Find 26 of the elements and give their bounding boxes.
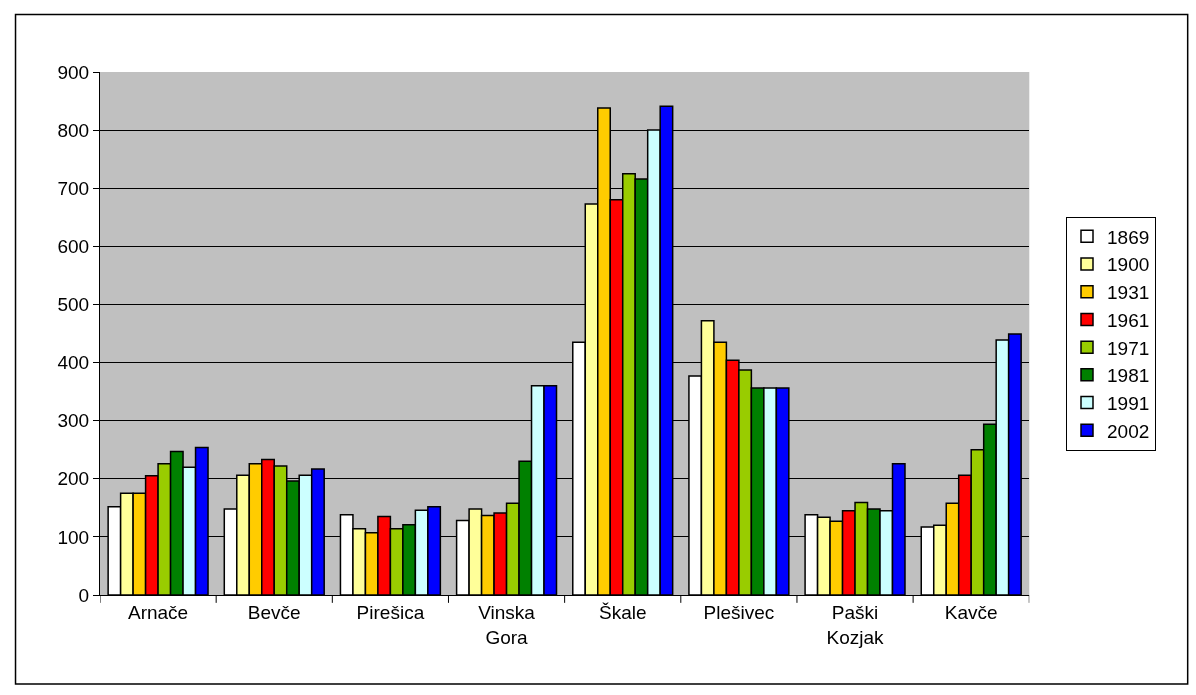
legend-label: 1900 (1107, 254, 1150, 276)
legend-label: 1931 (1107, 282, 1150, 304)
legend-label: 1991 (1107, 392, 1150, 414)
x-tick-label: Škale (598, 601, 647, 623)
legend-label: 1981 (1107, 365, 1150, 387)
legend-label: 1869 (1107, 226, 1150, 248)
y-tick-label: 0 (78, 584, 90, 606)
y-tick-label: 900 (57, 61, 90, 83)
x-tick-label: Plešivec (703, 601, 775, 623)
x-tick-label: Arnače (127, 601, 189, 623)
y-tick-label: 600 (57, 235, 90, 257)
y-tick-label: 200 (57, 468, 90, 490)
legend-label: 1961 (1107, 309, 1150, 331)
legend-label: 2002 (1107, 420, 1150, 442)
x-tick-label: Kavče (944, 601, 998, 623)
legend-label: 1971 (1107, 337, 1150, 359)
y-tick-label: 300 (57, 410, 90, 432)
y-tick-label: 100 (57, 526, 90, 548)
y-tick-label: 700 (57, 177, 90, 199)
x-tick-label: Bevče (247, 601, 301, 623)
x-tick-label: Paški Kozjak (826, 601, 885, 648)
y-tick-label: 400 (57, 352, 90, 374)
x-tick-label: Vinska Gora (478, 601, 536, 648)
y-tick-label: 500 (57, 294, 90, 316)
y-tick-label: 800 (57, 119, 90, 141)
x-tick-label: Pirešica (356, 601, 425, 623)
